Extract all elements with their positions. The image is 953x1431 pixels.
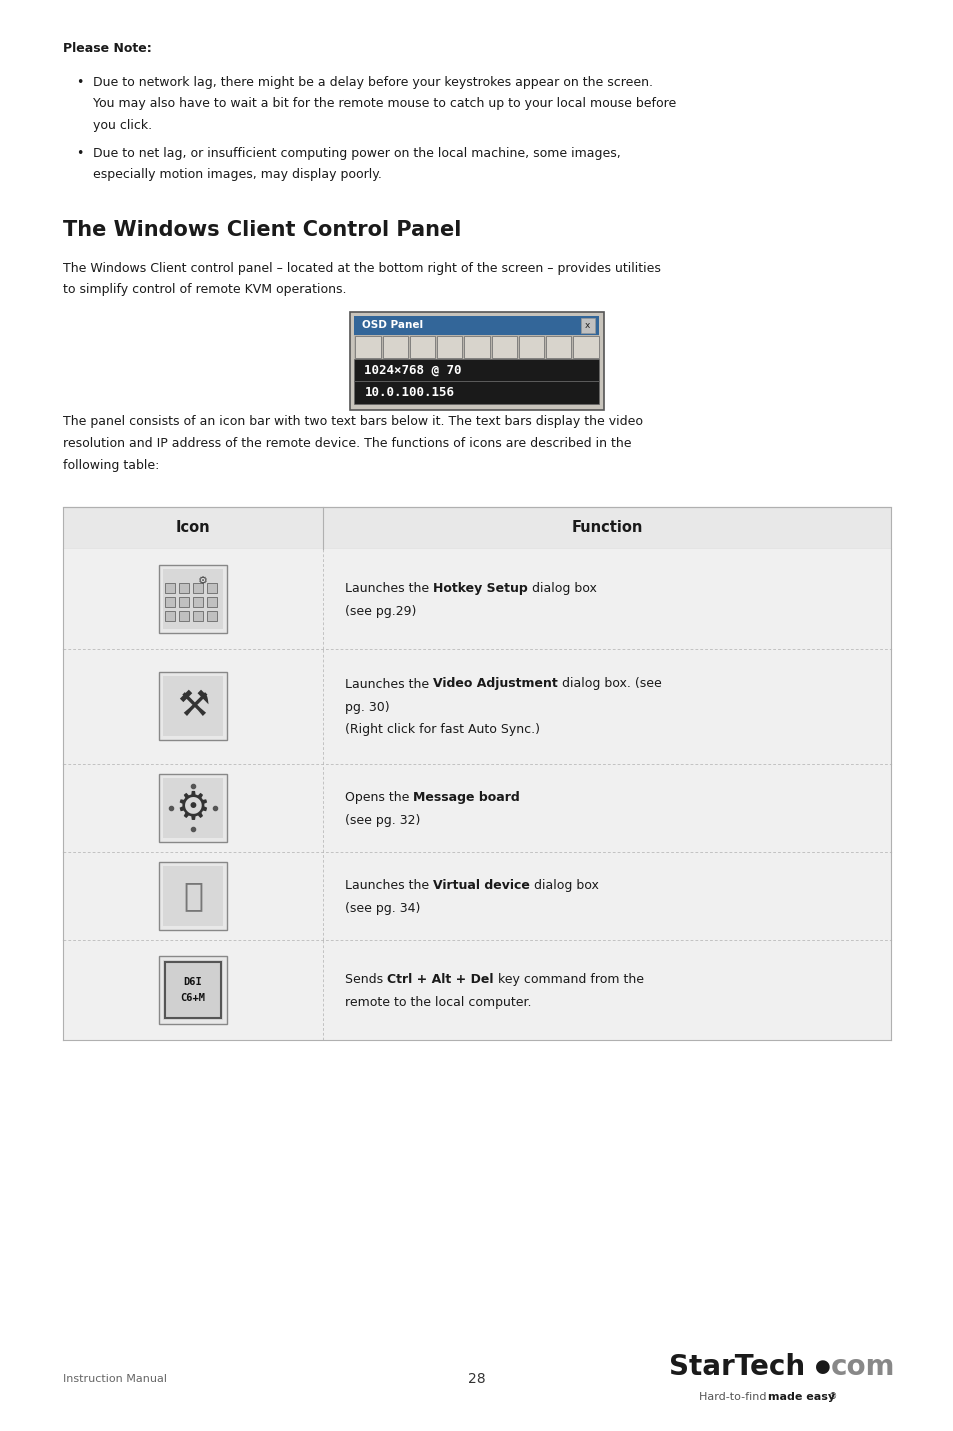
Bar — [436, 336, 462, 358]
Text: D6I: D6I — [183, 976, 202, 986]
Text: com: com — [830, 1352, 895, 1381]
Text: ●: ● — [814, 1358, 829, 1377]
Bar — [518, 336, 543, 358]
Bar — [193, 582, 203, 592]
Text: Hard-to-find: Hard-to-find — [699, 1392, 769, 1402]
Text: Due to network lag, there might be a delay before your keystrokes appear on the : Due to network lag, there might be a del… — [92, 76, 652, 89]
Text: (see pg.29): (see pg.29) — [345, 605, 416, 618]
Bar — [179, 611, 189, 621]
Bar — [63, 548, 890, 648]
Text: Instruction Manual: Instruction Manual — [63, 1374, 167, 1384]
Bar — [63, 764, 890, 851]
Bar — [163, 568, 223, 628]
Text: Sends: Sends — [345, 973, 387, 986]
Bar — [63, 507, 890, 548]
Bar — [159, 956, 227, 1023]
Text: Icon: Icon — [175, 519, 210, 535]
Bar — [355, 315, 598, 335]
Text: pg. 30): pg. 30) — [345, 701, 389, 714]
Bar — [193, 611, 203, 621]
Bar — [159, 564, 227, 633]
Bar — [355, 335, 598, 359]
Text: Function: Function — [571, 519, 642, 535]
Text: 1024×768 @ 70: 1024×768 @ 70 — [364, 363, 461, 376]
Text: Launches the: Launches the — [345, 582, 433, 595]
Text: Ctrl + Alt + Del: Ctrl + Alt + Del — [387, 973, 493, 986]
Bar — [207, 611, 216, 621]
Bar — [207, 597, 216, 607]
Bar — [207, 582, 216, 592]
Text: ®: ® — [827, 1392, 836, 1401]
Bar — [165, 611, 174, 621]
Text: 10.0.100.156: 10.0.100.156 — [364, 386, 454, 399]
Text: The panel consists of an icon bar with two text bars below it. The text bars dis: The panel consists of an icon bar with t… — [63, 415, 642, 428]
Bar — [579, 318, 594, 333]
Bar — [163, 866, 223, 926]
Bar — [63, 940, 890, 1039]
Bar — [159, 673, 227, 740]
Bar — [350, 312, 603, 409]
Bar — [464, 336, 489, 358]
Text: StarTech: StarTech — [668, 1352, 804, 1381]
Text: especially motion images, may display poorly.: especially motion images, may display po… — [92, 167, 381, 180]
Text: dialog box: dialog box — [530, 879, 598, 892]
Text: Message board: Message board — [413, 791, 519, 804]
Bar — [491, 336, 517, 358]
Text: Virtual device: Virtual device — [433, 879, 530, 892]
Text: OSD Panel: OSD Panel — [362, 321, 423, 331]
Bar — [179, 582, 189, 592]
Text: following table:: following table: — [63, 458, 159, 471]
Text: 28: 28 — [468, 1372, 485, 1387]
Text: Due to net lag, or insufficient computing power on the local machine, some image: Due to net lag, or insufficient computin… — [92, 146, 620, 159]
Text: The Windows Client Control Panel: The Windows Client Control Panel — [63, 220, 461, 240]
Text: you click.: you click. — [92, 119, 152, 132]
Text: resolution and IP address of the remote device. The functions of icons are descr: resolution and IP address of the remote … — [63, 436, 631, 449]
Bar — [63, 648, 890, 764]
Text: made easy: made easy — [768, 1392, 835, 1402]
Text: key command from the: key command from the — [493, 973, 643, 986]
Bar — [573, 336, 598, 358]
Bar — [63, 851, 890, 940]
Bar — [355, 359, 598, 381]
Text: dialog box. (see: dialog box. (see — [558, 677, 661, 691]
Bar — [179, 597, 189, 607]
Text: Opens the: Opens the — [345, 791, 413, 804]
Bar — [163, 960, 223, 1019]
Text: to simplify control of remote KVM operations.: to simplify control of remote KVM operat… — [63, 283, 346, 296]
Text: The Windows Client control panel – located at the bottom right of the screen – p: The Windows Client control panel – locat… — [63, 262, 660, 275]
Text: Launches the: Launches the — [345, 879, 433, 892]
Text: dialog box: dialog box — [527, 582, 597, 595]
Bar — [355, 336, 380, 358]
Text: Please Note:: Please Note: — [63, 41, 152, 54]
Bar — [163, 675, 223, 736]
Bar — [159, 861, 227, 930]
Text: (see pg. 34): (see pg. 34) — [345, 902, 420, 914]
Bar — [545, 336, 571, 358]
Bar — [410, 336, 435, 358]
Text: ⚙: ⚙ — [198, 577, 208, 587]
Text: •: • — [76, 76, 83, 89]
Bar — [193, 597, 203, 607]
Text: C6+M: C6+M — [180, 993, 205, 1003]
Text: ⚒: ⚒ — [176, 688, 209, 723]
Text: •: • — [76, 146, 83, 159]
Bar — [382, 336, 408, 358]
Text: Hotkey Setup: Hotkey Setup — [433, 582, 527, 595]
Bar — [165, 582, 174, 592]
Text: ⛄: ⛄ — [183, 879, 203, 912]
Bar — [163, 777, 223, 837]
Text: Launches the: Launches the — [345, 677, 433, 691]
Text: remote to the local computer.: remote to the local computer. — [345, 996, 531, 1009]
Bar — [159, 774, 227, 841]
Bar — [355, 381, 598, 404]
Text: Video Adjustment: Video Adjustment — [433, 677, 558, 691]
Bar — [165, 597, 174, 607]
Text: x: x — [584, 321, 590, 329]
Text: (see pg. 32): (see pg. 32) — [345, 814, 420, 827]
Text: ⚙: ⚙ — [175, 788, 211, 827]
Text: You may also have to wait a bit for the remote mouse to catch up to your local m: You may also have to wait a bit for the … — [92, 97, 676, 110]
Text: (Right click for fast Auto Sync.): (Right click for fast Auto Sync.) — [345, 724, 539, 737]
Bar — [165, 962, 221, 1017]
